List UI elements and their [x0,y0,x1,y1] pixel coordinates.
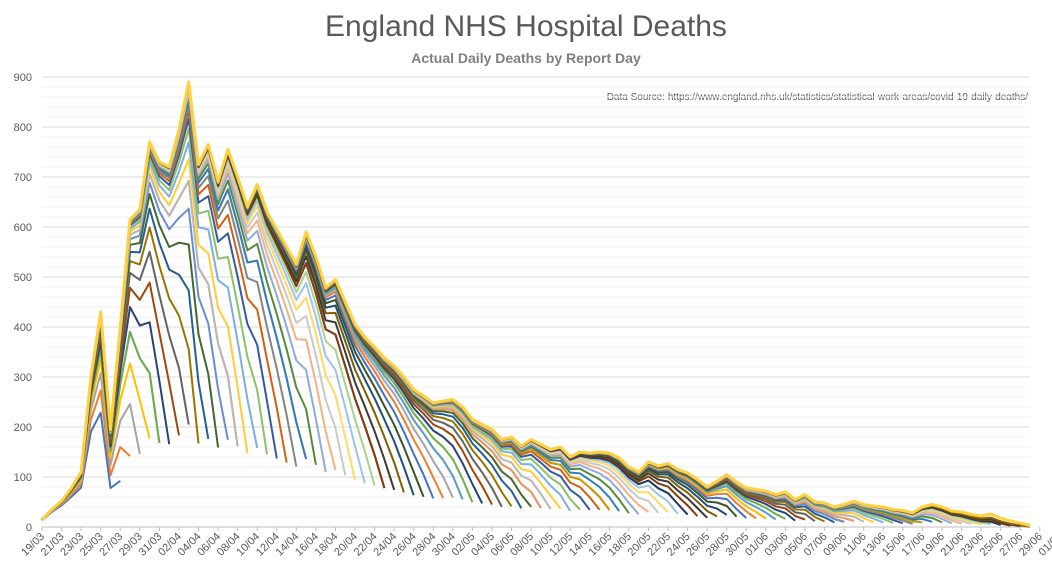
series-line-report-70 [41,81,728,521]
series-line-report-69 [41,81,718,521]
y-tick-label: 0 [26,522,32,534]
series-layer [41,81,1031,528]
y-tick-label: 300 [14,372,32,384]
y-tick-label: 600 [14,222,32,234]
series-line-report-88 [41,81,884,524]
series-line-report-78 [41,81,796,522]
final-series-layer [40,80,1031,527]
y-tick-label: 100 [14,472,32,484]
series-line-report-49 [41,81,542,521]
series-line-report-10 [41,207,210,521]
series-line-report-71 [41,81,738,521]
series-line-report-83 [41,81,845,523]
grid-layer [42,76,1030,528]
y-tick-label: 700 [14,172,32,184]
series-line-report-81 [41,81,826,523]
series-line-report-30 [41,83,386,521]
y-tick-label: 400 [14,322,32,334]
series-line-report-86 [41,81,865,523]
y-tick-label: 900 [14,72,32,84]
series-line-report-84 [41,81,845,523]
series-line-report-31 [41,83,386,521]
x-axis-ticks: 19/0321/0323/0325/0327/0329/0331/0302/04… [19,527,1052,559]
series-line-report-85 [41,81,855,522]
series-line-report-79 [41,81,806,521]
y-tick-label: 800 [14,122,32,134]
series-line-latest [40,80,1031,527]
series-line-report-3 [41,358,151,521]
chart-title: England NHS Hospital Deaths [325,10,727,43]
series-line-report-48 [41,81,542,521]
y-axis-ticks: 0 100 200 300 400 500 600 700 800 900 [14,72,32,534]
y-tick-label: 200 [14,422,32,434]
series-line-report-80 [41,81,816,523]
chart-subtitle: Actual Daily Deaths by Report Day [411,50,641,66]
y-tick-label: 500 [14,272,32,284]
